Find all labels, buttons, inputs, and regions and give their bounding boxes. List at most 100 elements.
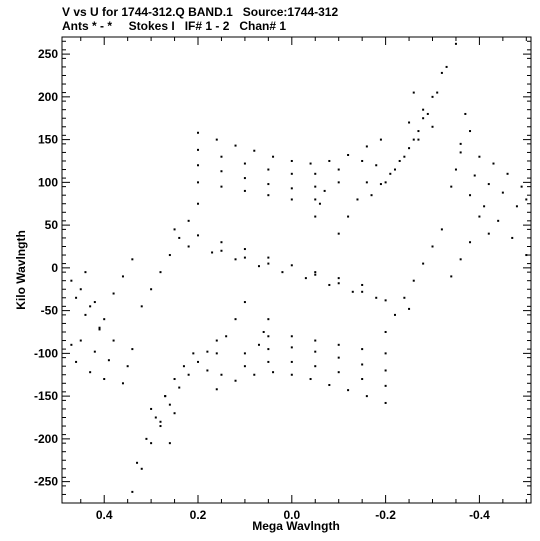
- data-point: [459, 142, 462, 145]
- data-point: [412, 279, 415, 282]
- data-point: [267, 262, 270, 265]
- data-point: [121, 275, 124, 278]
- data-point: [140, 467, 143, 470]
- data-point: [370, 194, 373, 197]
- data-point: [267, 335, 270, 338]
- data-point: [356, 198, 359, 201]
- data-point: [511, 236, 514, 239]
- data-point: [79, 288, 82, 291]
- data-point: [309, 162, 312, 165]
- data-point: [107, 359, 110, 362]
- data-point: [450, 275, 453, 278]
- data-point: [253, 149, 256, 152]
- data-point: [412, 138, 415, 141]
- data-point: [131, 348, 134, 351]
- data-point: [79, 339, 82, 342]
- data-point: [168, 403, 171, 406]
- data-point: [431, 125, 434, 128]
- data-point: [267, 256, 270, 259]
- data-point: [337, 343, 340, 346]
- data-point: [314, 215, 317, 218]
- data-point: [253, 373, 256, 376]
- data-point: [98, 328, 101, 331]
- data-point: [215, 138, 218, 141]
- data-point: [478, 215, 481, 218]
- data-point: [112, 292, 115, 295]
- x-axis-label: Mega Wavlngth: [252, 519, 340, 533]
- data-point: [281, 271, 284, 274]
- data-point: [436, 91, 439, 94]
- data-point: [408, 307, 411, 310]
- data-point: [469, 194, 472, 197]
- data-point: [75, 360, 78, 363]
- data-point: [337, 232, 340, 235]
- data-point: [314, 271, 317, 274]
- data-point: [459, 151, 462, 154]
- data-point: [314, 172, 317, 175]
- data-point: [187, 245, 190, 248]
- x-tick-label: 0.0: [283, 508, 300, 522]
- y-tick-label: 100: [38, 175, 58, 189]
- y-tick-label: -250: [34, 475, 58, 489]
- data-point: [290, 346, 293, 349]
- data-point: [257, 343, 260, 346]
- data-point: [98, 326, 101, 329]
- data-point: [206, 369, 209, 372]
- data-point: [384, 384, 387, 387]
- data-point: [197, 234, 200, 237]
- data-point: [84, 313, 87, 316]
- data-point: [314, 365, 317, 368]
- data-point: [197, 202, 200, 205]
- data-point: [243, 301, 246, 304]
- data-point: [150, 407, 153, 410]
- data-point: [398, 159, 401, 162]
- data-point: [318, 202, 321, 205]
- data-point: [478, 155, 481, 158]
- data-point: [150, 442, 153, 445]
- data-point: [361, 363, 364, 366]
- data-point: [379, 183, 382, 186]
- data-point: [178, 386, 181, 389]
- data-point: [89, 305, 92, 308]
- data-point: [384, 299, 387, 302]
- data-point: [384, 401, 387, 404]
- data-point: [347, 215, 350, 218]
- data-point: [257, 265, 260, 268]
- data-point: [243, 352, 246, 355]
- data-point: [328, 159, 331, 162]
- data-point: [267, 168, 270, 171]
- data-point: [84, 271, 87, 274]
- data-point: [211, 251, 214, 254]
- data-point: [384, 352, 387, 355]
- data-point: [337, 371, 340, 374]
- data-point: [267, 348, 270, 351]
- data-point: [243, 365, 246, 368]
- data-point: [403, 296, 406, 299]
- data-point: [234, 258, 237, 261]
- y-tick-label: 50: [45, 218, 59, 232]
- data-point: [243, 189, 246, 192]
- data-point: [126, 365, 129, 368]
- data-point: [525, 254, 528, 257]
- axis-tick-labels: 0.4 0.2 0.0 -0.2 -0.4 250 200 150 100 50 0 -50 -100 -…: [34, 47, 490, 522]
- data-point: [328, 384, 331, 387]
- data-point: [290, 187, 293, 190]
- data-point: [220, 185, 223, 188]
- data-point: [426, 112, 429, 115]
- data-point: [365, 181, 368, 184]
- data-point: [197, 148, 200, 151]
- y-tick-label: 200: [38, 90, 58, 104]
- data-point: [408, 121, 411, 124]
- data-point: [159, 425, 162, 428]
- data-point: [403, 155, 406, 158]
- data-point: [422, 117, 425, 120]
- data-point: [361, 283, 364, 286]
- data-point: [121, 382, 124, 385]
- data-point: [379, 138, 382, 141]
- data-point: [290, 159, 293, 162]
- data-point: [501, 191, 504, 194]
- data-point: [422, 108, 425, 111]
- data-point: [70, 279, 73, 282]
- data-point: [112, 339, 115, 342]
- plot-frame: [61, 36, 532, 504]
